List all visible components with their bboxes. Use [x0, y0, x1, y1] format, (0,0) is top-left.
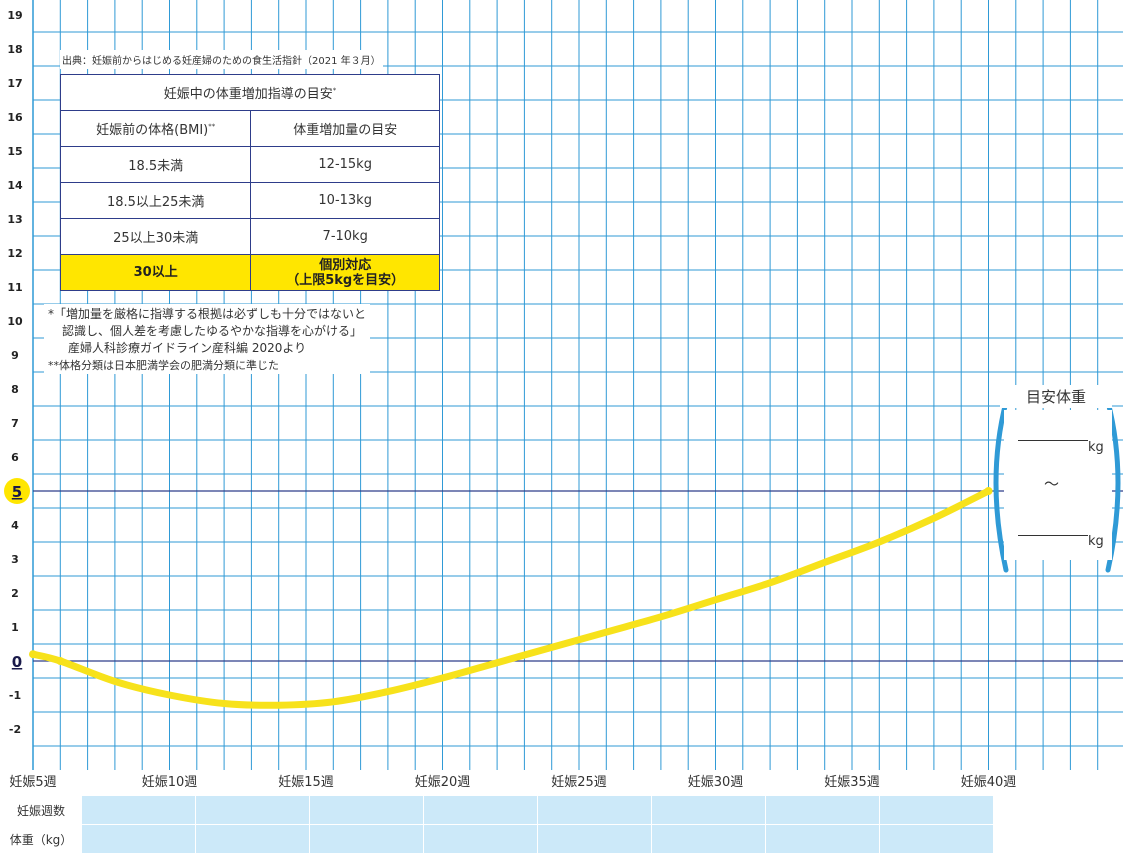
target-max-input-line[interactable]	[1018, 535, 1088, 536]
x-tick-label: 妊娠30週	[688, 775, 744, 790]
curve-point	[29, 650, 37, 659]
footnote-line: *「増加量を厳格に指導する根拠は必ずしも十分ではないと	[48, 307, 367, 321]
x-tick-label: 妊娠15週	[278, 775, 334, 790]
guide-row: 18.5未満 12-15kg	[59, 146, 440, 183]
y-tick-label: 6	[11, 451, 19, 464]
x-tick-label: 妊娠25週	[551, 775, 607, 790]
record-week-label: 妊娠週数	[0, 795, 82, 825]
y-tick-label: 17	[7, 77, 22, 90]
y-tick-label: 19	[7, 9, 22, 22]
curve-point	[984, 487, 993, 495]
record-cell[interactable]	[423, 824, 538, 854]
footnote-line: 認識し、個人差を考慮したゆるやかな指導を心がける」	[62, 324, 363, 338]
guide-gain-cell: 10-13kg	[250, 182, 440, 219]
record-row-week: 妊娠週数	[0, 795, 994, 825]
target-min-input-line[interactable]	[1018, 440, 1088, 441]
footnotes: *「増加量を厳格に指導する根拠は必ずしも十分ではないと 認識し、個人差を考慮した…	[44, 304, 371, 374]
y-tick-label: 11	[7, 281, 22, 294]
y-tick-label: 2	[11, 587, 19, 600]
y-tick-label: -2	[9, 723, 21, 736]
y-tick-label: 5	[12, 483, 22, 501]
guide-row: 18.5以上25未満 10-13kg	[59, 182, 440, 219]
y-tick-label: 12	[7, 247, 22, 260]
y-tick-label: 14	[7, 179, 23, 192]
x-tick-label: 妊娠35週	[824, 775, 880, 790]
record-cell[interactable]	[765, 824, 880, 854]
record-cell[interactable]	[81, 795, 196, 825]
y-tick-label: 15	[7, 145, 22, 158]
y-tick-label: 7	[11, 417, 19, 430]
record-weight-label: 体重（kg）	[0, 824, 82, 854]
weight-record-table: 妊娠週数 体重（kg）	[0, 795, 994, 854]
record-cell[interactable]	[309, 795, 424, 825]
record-cell[interactable]	[651, 795, 766, 825]
x-tick-label: 妊娠20週	[415, 775, 471, 790]
y-tick-label: 10	[7, 315, 23, 328]
record-row-weight: 体重（kg）	[0, 824, 994, 854]
guide-gain-cell: 個別対応 （上限5kgを目安）	[250, 254, 440, 291]
guide-gain-cell: 12-15kg	[250, 146, 440, 183]
x-tick-label: 妊娠10週	[142, 775, 198, 790]
target-min-unit: kg	[1088, 440, 1104, 455]
y-tick-highlight	[4, 478, 30, 504]
record-cell[interactable]	[423, 795, 538, 825]
guide-gain-cell: 7-10kg	[250, 218, 440, 255]
record-cell[interactable]	[879, 824, 994, 854]
record-cell[interactable]	[537, 795, 652, 825]
weight-curve-series	[29, 487, 993, 709]
target-max-unit: kg	[1088, 534, 1104, 549]
y-tick-label: 1	[11, 621, 19, 634]
record-cell[interactable]	[537, 824, 652, 854]
footnote-line: **体格分類は日本肥満学会の肥満分類に準じた	[48, 359, 279, 372]
y-tick-label: 16	[7, 111, 23, 124]
x-tick-label: 妊娠40週	[961, 775, 1017, 790]
x-tick-label: 妊娠5週	[9, 775, 56, 790]
target-range-separator: 〜	[1044, 475, 1060, 493]
record-cell[interactable]	[81, 824, 196, 854]
record-cell[interactable]	[309, 824, 424, 854]
weight-curve	[29, 487, 992, 709]
x-axis-ticks: 妊娠5週 妊娠10週 妊娠15週 妊娠20週 妊娠25週 妊娠30週 妊娠35週 妊娠40週	[9, 775, 1016, 790]
guide-col-gain-header: 体重増加量の目安	[250, 110, 440, 147]
target-brackets	[993, 399, 1121, 573]
left-bracket	[993, 399, 1009, 573]
y-tick-label: 18	[7, 43, 22, 56]
y-tick-label: 4	[11, 519, 19, 532]
y-tick-label: 3	[11, 553, 19, 566]
guide-table-title: 妊娠中の体重増加指導の目安*	[60, 74, 440, 111]
guide-row-highlight: 30以上 個別対応 （上限5kgを目安）	[59, 254, 440, 291]
guide-bmi-cell: 18.5以上25未満	[59, 182, 252, 219]
right-bracket	[1105, 399, 1121, 573]
y-tick-label: 9	[11, 349, 19, 362]
record-cell[interactable]	[765, 795, 880, 825]
record-cell[interactable]	[879, 795, 994, 825]
weight-gain-guide-table: 妊娠中の体重増加指導の目安* 妊娠前の体格(BMI)** 体重増加量の目安 18…	[59, 74, 440, 291]
footnote-line: 産婦人科診療ガイドライン産科編 2020より	[68, 341, 307, 355]
guide-row: 25以上30未満 7-10kg	[59, 218, 440, 255]
curve-point	[56, 657, 65, 665]
record-cell[interactable]	[195, 795, 310, 825]
y-tick-label: 13	[7, 213, 22, 226]
guide-col-bmi-header: 妊娠前の体格(BMI)**	[59, 110, 252, 147]
guide-bmi-cell: 25以上30未満	[59, 218, 252, 255]
y-tick-label: 0	[12, 653, 22, 671]
y-tick-label: -1	[9, 689, 21, 702]
target-weight-title: 目安体重	[1000, 385, 1112, 408]
y-tick-label: 8	[11, 383, 19, 396]
guide-bmi-cell: 30以上	[59, 254, 252, 291]
record-cell[interactable]	[195, 824, 310, 854]
record-cell[interactable]	[651, 824, 766, 854]
guide-bmi-cell: 18.5未満	[59, 146, 252, 183]
source-citation: 出典：妊娠前からはじめる妊産婦のための食生活指針（2021 年３月）	[60, 50, 383, 69]
reference-lines	[33, 490, 1123, 662]
